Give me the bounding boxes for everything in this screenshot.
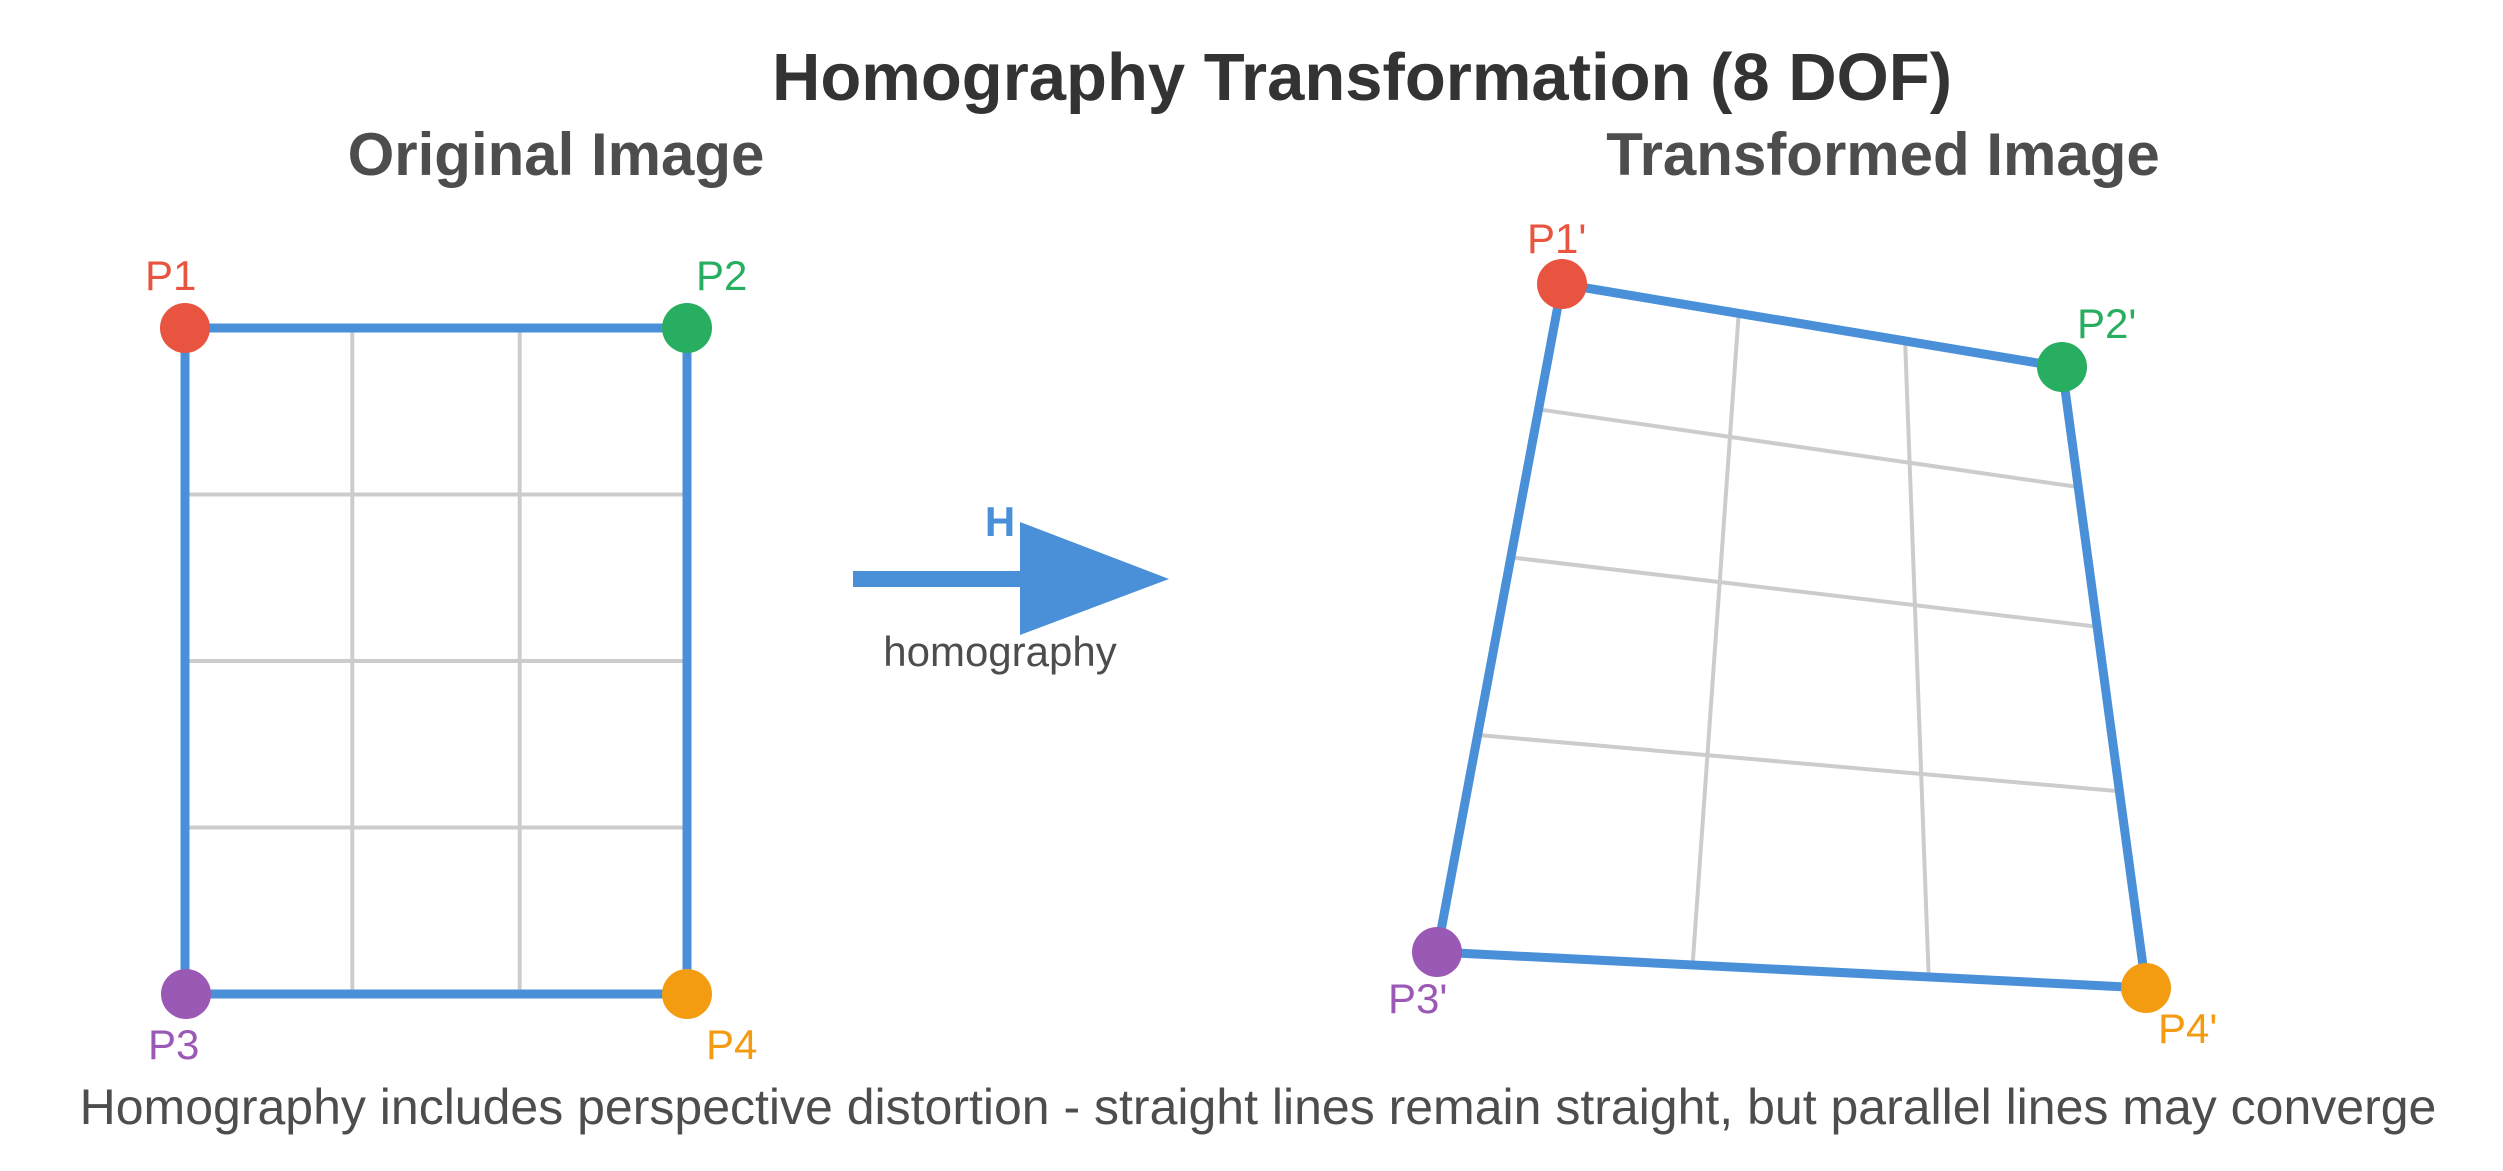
svg-text:P3': P3' [1388, 975, 1447, 1022]
svg-text:P4: P4 [706, 1021, 757, 1068]
svg-text:P2: P2 [696, 252, 747, 299]
svg-text:Transformed Image: Transformed Image [1606, 121, 2160, 188]
svg-text:P3: P3 [148, 1021, 199, 1068]
svg-text:homography: homography [883, 628, 1116, 675]
svg-text:H: H [985, 498, 1015, 545]
svg-text:Original Image: Original Image [348, 121, 765, 188]
svg-text:Homography includes perspectiv: Homography includes perspective distorti… [80, 1079, 2437, 1135]
svg-text:P1': P1' [1527, 215, 1586, 262]
svg-text:Homography Transformation (8 D: Homography Transformation (8 DOF) [772, 40, 1952, 115]
svg-text:P1: P1 [145, 252, 196, 299]
svg-text:P2': P2' [2077, 300, 2136, 347]
svg-text:P4': P4' [2158, 1005, 2217, 1052]
